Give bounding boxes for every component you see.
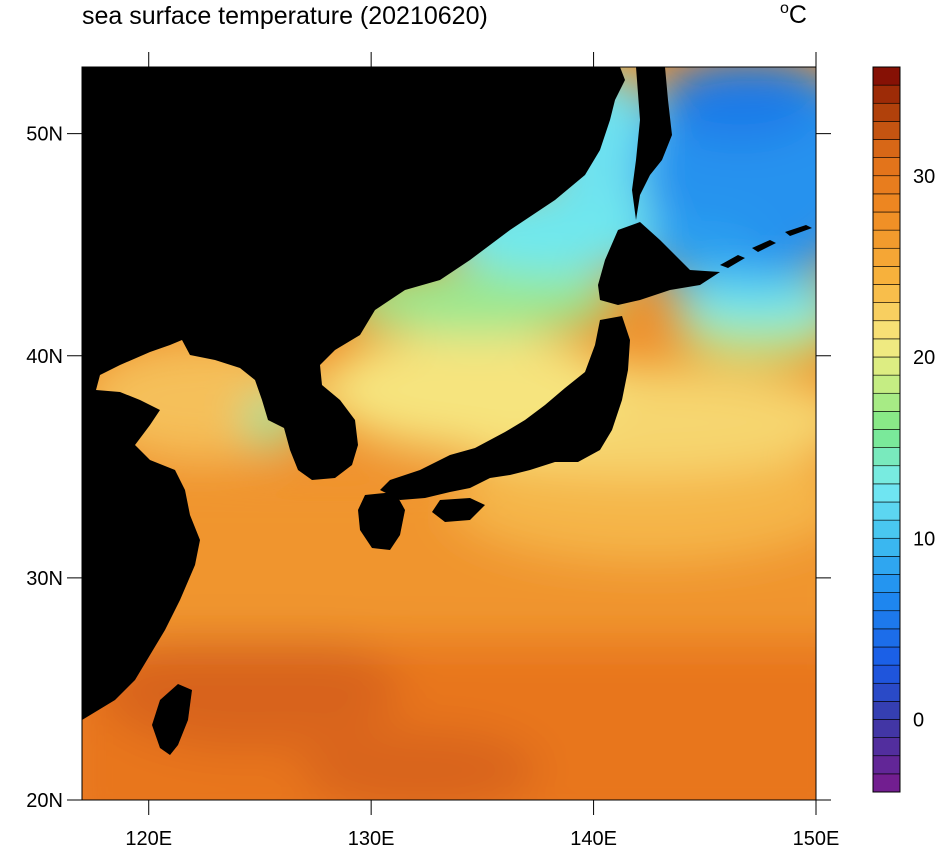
y-tick-label: 50N [26, 124, 63, 146]
colorbar-bin [872, 374, 901, 394]
x-tick-label: 150E [793, 828, 840, 850]
y-tick-label: 30N [26, 568, 63, 590]
plot-frame [81, 66, 817, 801]
land-hokkaido [598, 222, 720, 305]
colorbar-bin [872, 139, 901, 158]
colorbar-bin [872, 121, 901, 140]
colorbar-bin [872, 501, 901, 521]
map-title: sea surface temperature (20210620) [82, 2, 488, 30]
x-tick-label: 140E [570, 828, 617, 850]
colorbar-bin [872, 193, 901, 213]
colorbar-bin [872, 266, 901, 285]
colorbar-tick-label: 30 [913, 166, 935, 188]
land-mainland [82, 67, 625, 720]
x-tick-label: 130E [348, 828, 395, 850]
colorbar-bin [872, 429, 901, 448]
colorbar-bin [872, 519, 901, 539]
colorbar-bin [872, 737, 901, 757]
colorbar: 0 10 20 30 [872, 66, 935, 793]
colorbar-bin [872, 284, 901, 303]
land-kyushu [358, 492, 405, 550]
colorbar-bin [872, 537, 901, 557]
colorbar-bin [872, 646, 901, 666]
colorbar-bin [872, 411, 901, 430]
land [82, 67, 812, 755]
colorbar-bin [872, 175, 901, 195]
unit-letter: C [788, 1, 807, 29]
colorbar-bin [872, 229, 901, 249]
colorbar-bin [872, 84, 901, 104]
colorbar-bin [872, 320, 901, 340]
units-label: oC [780, 0, 807, 30]
colorbar-bin [872, 338, 901, 358]
y-tick-label: 20N [26, 790, 63, 812]
colorbar-tick-label: 0 [913, 710, 924, 732]
axis-ticks: 120E 130E 140E 150E 20N 30N 40N 50N [26, 52, 839, 850]
colorbar-bin [872, 302, 901, 322]
colorbar-bin [872, 755, 901, 775]
colorbar-bin [872, 483, 901, 503]
land-kurils [720, 225, 812, 268]
land-sakhalin [632, 67, 672, 220]
colorbar-bin [872, 211, 901, 231]
colorbar-bin [872, 574, 901, 593]
colorbar-bin [872, 157, 901, 177]
degree-mark: o [780, 0, 789, 17]
land-honshu [380, 316, 630, 500]
land-taiwan [152, 684, 192, 755]
colorbar-bin [872, 447, 901, 467]
colorbar-bin [872, 773, 901, 793]
colorbar-bin [872, 664, 901, 684]
land-shikoku [432, 498, 485, 522]
colorbar-bin [872, 247, 901, 267]
colorbar-bin [872, 682, 901, 702]
x-tick-label: 120E [125, 828, 172, 850]
colorbar-bin [872, 392, 901, 412]
colorbar-bin [872, 610, 901, 630]
y-tick-label: 40N [26, 346, 63, 368]
colorbar-bin [872, 701, 901, 720]
colorbar-bin [872, 719, 901, 738]
colorbar-bin [872, 465, 901, 485]
colorbar-tick-label: 10 [913, 528, 935, 550]
colorbar-tick-label: 20 [913, 347, 935, 369]
colorbar-frame [872, 66, 901, 793]
colorbar-bin [872, 628, 901, 648]
colorbar-bin [872, 592, 901, 612]
colorbar-bin [872, 66, 901, 86]
colorbar-bin [872, 356, 901, 376]
colorbar-bin [872, 556, 901, 575]
colorbar-bin [872, 102, 901, 122]
